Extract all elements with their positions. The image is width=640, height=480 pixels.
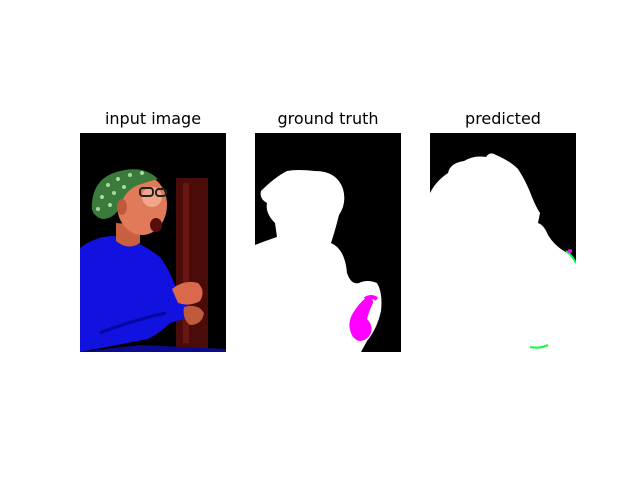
input-photo	[80, 133, 226, 352]
panel-title-predicted: predicted	[465, 109, 541, 128]
predicted-mask	[430, 133, 576, 352]
input-image-panel	[80, 133, 226, 352]
panel-title-ground-truth: ground truth	[277, 109, 379, 128]
predicted-panel	[430, 133, 576, 352]
ground-truth-mask	[255, 133, 401, 352]
panel-title-input: input image	[104, 109, 202, 128]
ground-truth-panel	[255, 133, 401, 352]
